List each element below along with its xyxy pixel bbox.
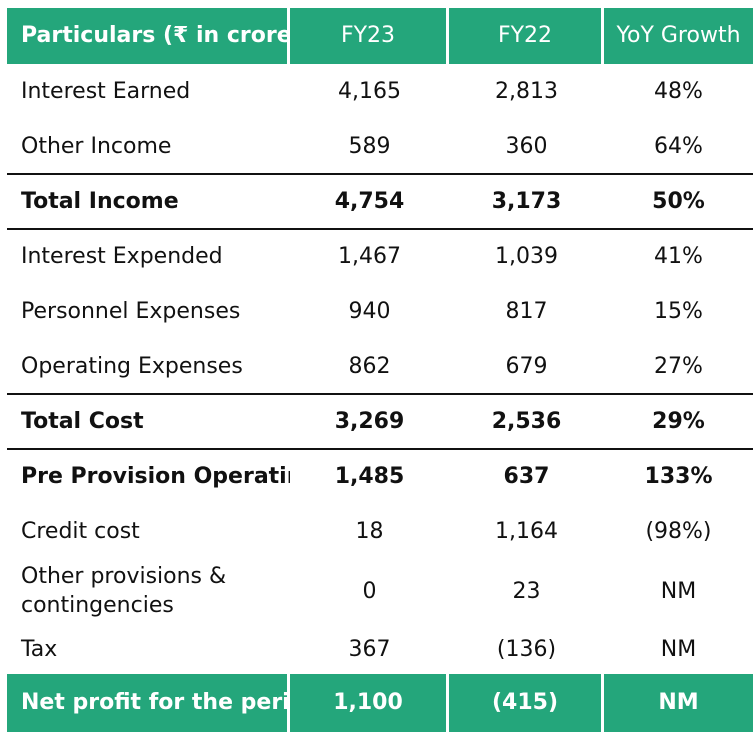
table-row-total-cost: Total Cost 3,269 2,536 29% [7,394,753,449]
table-row: Interest Expended 1,467 1,039 41% [7,229,753,284]
row-label: Other provisions & contingencies [21,564,227,618]
row-fy22: 2,813 [495,79,558,104]
row-fy23: 862 [348,354,391,379]
table-row: Operating Expenses 862 679 27% [7,339,753,394]
table-row: Personnel Expenses 940 817 15% [7,284,753,339]
row-fy23: 1,485 [334,464,405,489]
row-yoy: 50% [652,189,705,214]
row-yoy: 133% [644,464,713,489]
row-label: Total Income [21,189,179,214]
table-row-total-income: Total Income 4,754 3,173 50% [7,174,753,229]
row-label: Total Cost [21,409,144,434]
row-fy22: 3,173 [491,189,562,214]
header-fy23: FY23 [290,8,449,64]
row-label: Personnel Expenses [21,299,241,324]
row-fy22: 360 [505,134,548,159]
row-fy23: 940 [348,299,391,324]
table-row: Interest Earned 4,165 2,813 48% [7,64,753,119]
footer-fy22: (415) [449,674,604,732]
table-row: Tax 367 (136) NM [7,623,753,675]
header-yoy-growth: YoY Growth [604,8,753,64]
divider-line [7,393,753,395]
footer-label: Net profit for the perio [7,674,290,732]
row-yoy: NM [660,578,697,604]
row-fy22: 1,039 [495,244,558,269]
row-fy23: 4,165 [338,79,401,104]
row-label: Tax [21,636,58,662]
footer-fy23: 1,100 [290,674,449,732]
table-row: Credit cost 18 1,164 (98%) [7,504,753,559]
row-fy23: 3,269 [334,409,405,434]
row-yoy: 29% [652,409,705,434]
row-fy22: 1,164 [495,519,558,544]
row-fy23: 18 [355,519,384,544]
table-footer-net-profit: Net profit for the perio 1,100 (415) NM [7,674,753,732]
row-fy23: 589 [348,134,391,159]
row-fy23: 0 [362,578,377,604]
row-fy22: 23 [512,578,541,604]
row-fy23: 1,467 [338,244,401,269]
divider-line [7,448,753,450]
row-yoy: (98%) [645,519,712,544]
row-fy22: 679 [505,354,548,379]
table-row-pre-provision: Pre Provision Operating 1,485 637 133% [7,449,753,504]
table-row: Other provisions & contingencies 0 23 NM [7,559,753,623]
row-fy22: 637 [503,464,550,489]
row-yoy: 41% [654,244,703,269]
row-yoy: 27% [654,354,703,379]
row-label: Operating Expenses [21,354,243,379]
row-fy22: 2,536 [491,409,562,434]
divider-line [7,173,753,175]
row-yoy: 64% [654,134,703,159]
row-label: Interest Earned [21,79,191,104]
row-yoy: 15% [654,299,703,324]
row-fy22: (136) [496,636,557,662]
header-particulars: Particulars (₹ in crore) [7,8,290,64]
row-fy23: 4,754 [334,189,405,214]
table-header: Particulars (₹ in crore) FY23 FY22 YoY G… [7,8,753,64]
row-yoy: 48% [654,79,703,104]
row-fy22: 817 [505,299,548,324]
divider-line [7,228,753,230]
row-label: Credit cost [21,519,140,544]
row-fy23: 367 [348,636,391,662]
header-fy22: FY22 [449,8,604,64]
row-yoy: NM [660,636,697,662]
row-label: Other Income [21,134,172,159]
financial-table: Particulars (₹ in crore) FY23 FY22 YoY G… [7,8,753,732]
table-row: Other Income 589 360 64% [7,119,753,174]
row-label: Pre Provision Operating [21,464,290,489]
footer-yoy: NM [604,674,753,732]
row-label: Interest Expended [21,244,223,269]
